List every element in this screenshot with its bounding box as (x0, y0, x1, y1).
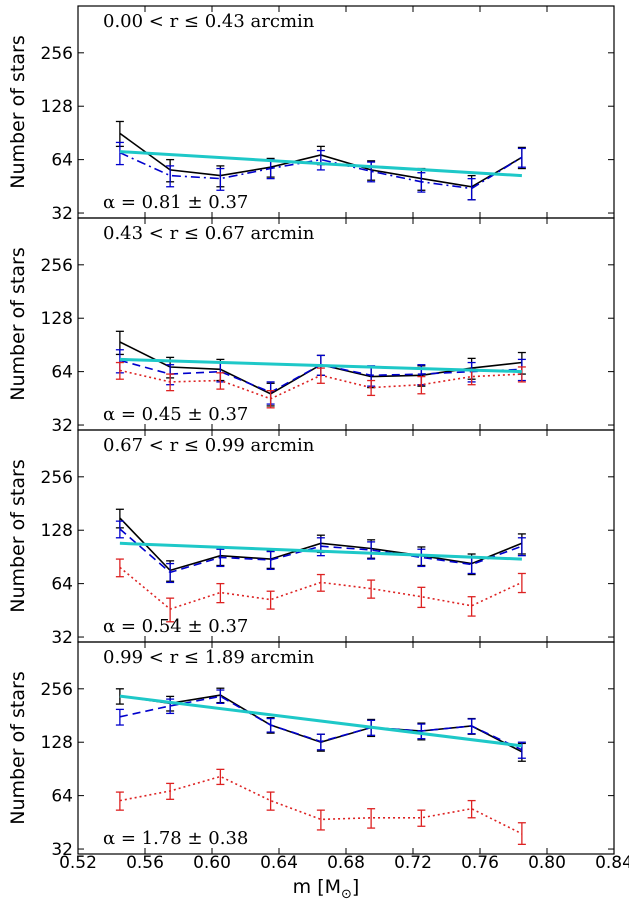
y-tick-label: 256 (41, 44, 73, 64)
y-tick-label: 32 (51, 204, 73, 224)
x-tick-label: 0.52 (59, 853, 97, 873)
series-fit (119, 150, 522, 178)
x-tick-label: 0.84 (595, 853, 629, 873)
x-tick-label: 0.68 (327, 853, 365, 873)
y-tick-label: 128 (41, 97, 73, 117)
panel-label: 0.43 < r ≤ 0.67 arcmin (103, 223, 315, 244)
x-axis: 0.52 0.56 0.60 0.64 0.68 0.72 0.76 0.80 0.84 (59, 853, 629, 873)
alpha-label: α = 1.78 ± 0.38 (103, 828, 248, 849)
panel-frame (77, 5, 615, 219)
x-tick-label: 0.64 (260, 853, 298, 873)
series-line (119, 695, 523, 751)
alpha-label: α = 0.45 ± 0.37 (103, 404, 248, 425)
series-fit (119, 694, 523, 748)
y-tick-label: 64 (51, 575, 73, 595)
y-axis-title: Number of stars (7, 459, 29, 612)
series-line (119, 369, 522, 400)
panel-frame (77, 217, 615, 431)
x-tick-label: 0.60 (193, 853, 231, 873)
series-dashed (115, 520, 526, 584)
panel-4: 32 64 128 256 Number of stars 0.99 < r ≤ 1.89… (7, 641, 615, 860)
x-tick-label: 0.80 (528, 853, 566, 873)
panel-label: 0.99 < r ≤ 1.89 arcmin (103, 647, 315, 668)
series-line (119, 150, 522, 178)
y-tick-label: 64 (51, 151, 73, 171)
series-line (119, 151, 523, 190)
panels: 32 64 128 256 Number of stars 0.00 < r ≤ 0.43… (7, 5, 615, 860)
series-dotted (115, 768, 526, 846)
y-axis-title: Number of stars (7, 35, 29, 188)
panel-frame (77, 641, 615, 855)
series-line (119, 357, 522, 374)
y-tick-label: 64 (51, 787, 73, 807)
series-line (119, 694, 523, 748)
y-axis-title: Number of stars (7, 247, 29, 400)
y-tick-label: 128 (41, 521, 73, 541)
y-tick-label: 128 (41, 309, 73, 329)
series-line (119, 528, 523, 574)
x-tick-label: 0.56 (126, 853, 164, 873)
panel-3: 32 64 128 256 Number of stars 0.67 < r ≤ 0.99… (7, 429, 615, 648)
series-fit (119, 357, 522, 374)
x-tick-label: 0.76 (461, 853, 499, 873)
x-axis-title: m [M⊙] (293, 876, 360, 900)
y-tick-label: 256 (41, 468, 73, 488)
y-tick-label: 32 (51, 840, 73, 860)
alpha-label: α = 0.54 ± 0.37 (103, 616, 248, 637)
panel-label: 0.00 < r ≤ 0.43 arcmin (103, 11, 315, 32)
y-tick-label: 256 (41, 680, 73, 700)
series-dotted (115, 558, 526, 623)
y-tick-label: 256 (41, 256, 73, 276)
y-axis-title: Number of stars (7, 671, 29, 824)
panel-2: 32 64 128 256 Number of stars 0.43 < r ≤ 0.67… (7, 217, 615, 436)
x-tick-label: 0.72 (394, 853, 432, 873)
panel-label: 0.67 < r ≤ 0.99 arcmin (103, 435, 315, 456)
alpha-label: α = 0.81 ± 0.37 (103, 192, 248, 213)
series-dashed (115, 689, 526, 759)
series-fit (119, 541, 522, 561)
panel-1: 32 64 128 256 Number of stars 0.00 < r ≤ 0.43… (7, 5, 615, 224)
series-dashdot (115, 141, 526, 201)
series-line (119, 541, 522, 561)
y-tick-label: 128 (41, 733, 73, 753)
y-tick-label: 32 (51, 416, 73, 436)
panel-frame (77, 429, 615, 643)
y-tick-label: 64 (51, 363, 73, 383)
y-tick-label: 32 (51, 628, 73, 648)
